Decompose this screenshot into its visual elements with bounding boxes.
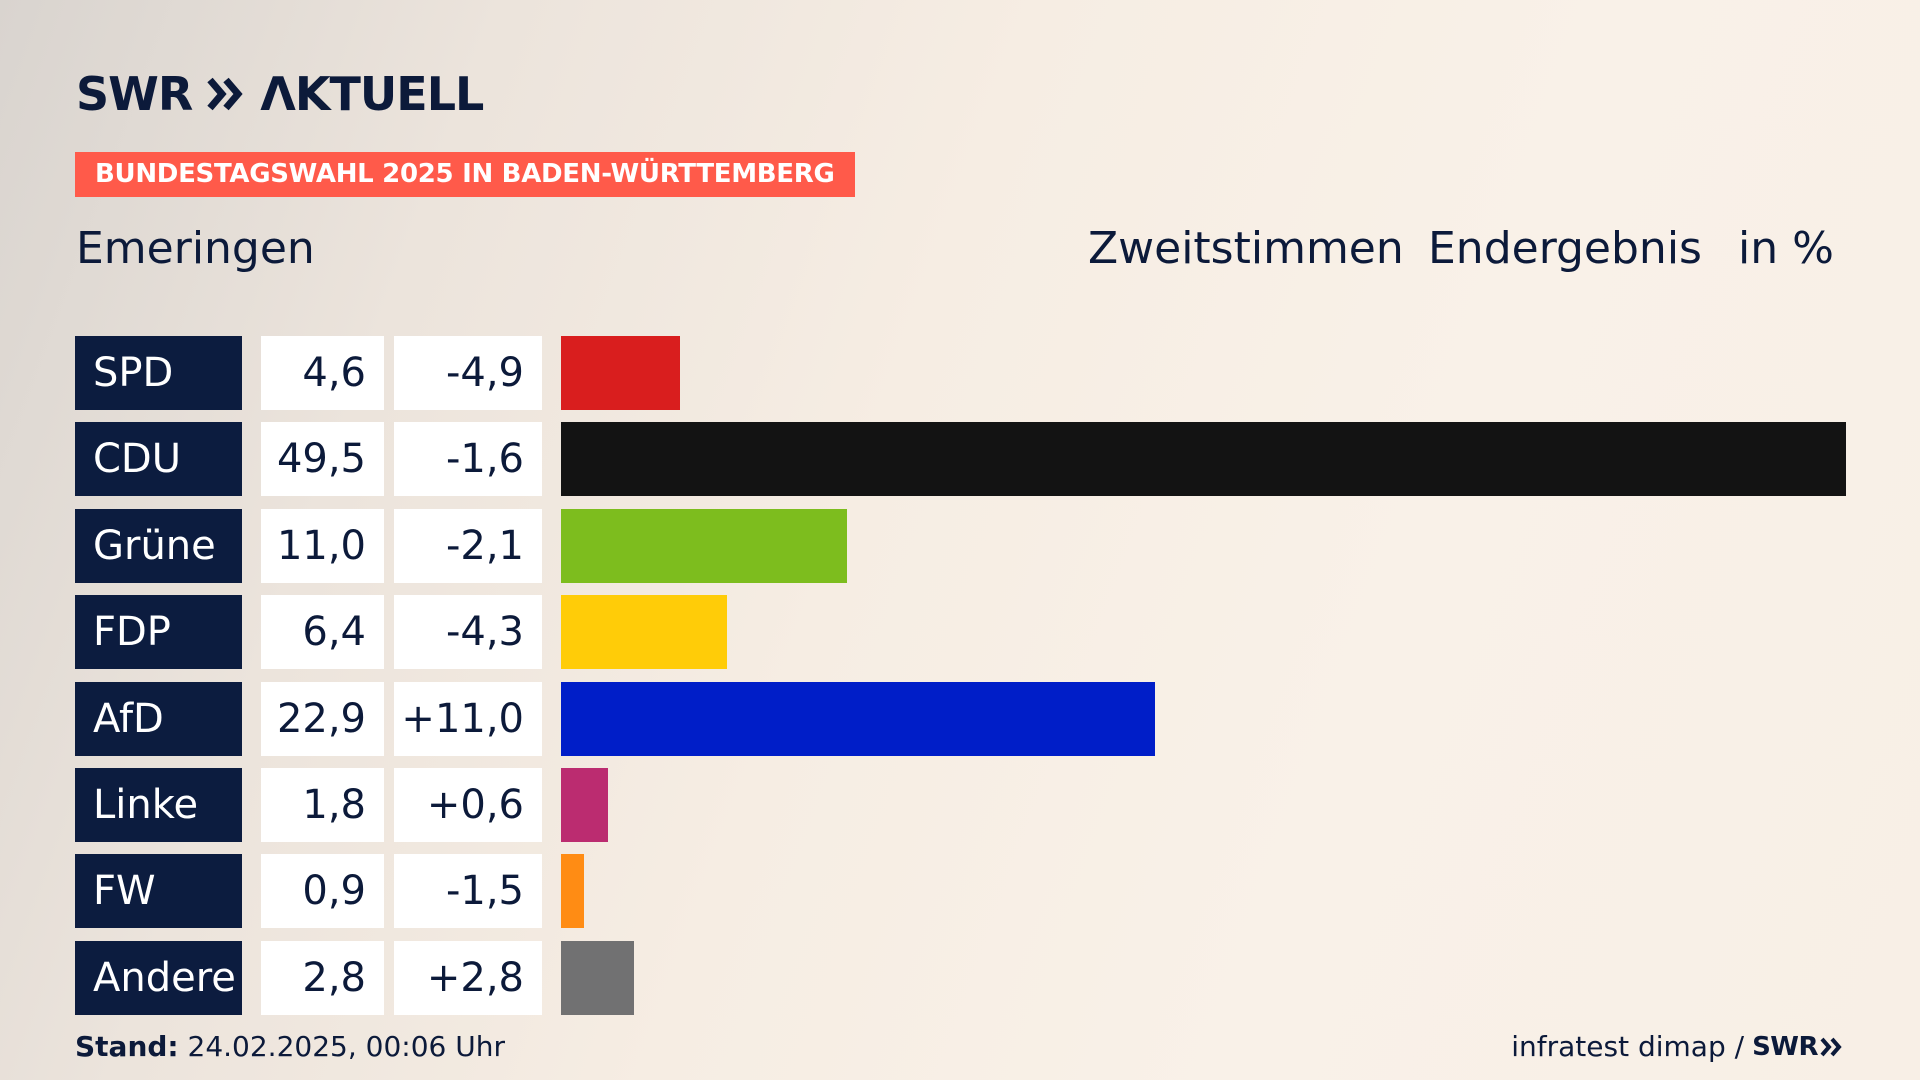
bar-fdp bbox=[561, 595, 728, 670]
bar-linke bbox=[561, 768, 608, 842]
unit-header: in % bbox=[1738, 223, 1834, 274]
election-banner: BUNDESTAGSWAHL 2025 IN BADEN-WÜRTTEMBERG bbox=[75, 152, 855, 197]
vote-share-value: 4,6 bbox=[261, 336, 384, 410]
place-title: Emeringen bbox=[76, 223, 315, 274]
vote-type-header: Zweitstimmen bbox=[1088, 223, 1404, 274]
bar-spd bbox=[561, 336, 681, 410]
vote-share-value: 22,9 bbox=[261, 681, 384, 756]
party-label: Linke bbox=[75, 768, 242, 842]
vote-share-change: -2,1 bbox=[394, 508, 542, 583]
bar-fw bbox=[561, 854, 585, 929]
party-label: FDP bbox=[75, 595, 242, 670]
vote-share-value: 6,4 bbox=[261, 595, 384, 670]
logo-swr-text: SWR bbox=[76, 67, 193, 121]
party-label: AfD bbox=[75, 681, 242, 756]
stand-value: 24.02.2025, 00:06 Uhr bbox=[178, 1030, 505, 1063]
logo-aktuell-text: ΛKTUELL bbox=[260, 67, 484, 121]
vote-share-value: 11,0 bbox=[261, 508, 384, 583]
party-label: SPD bbox=[75, 336, 242, 410]
party-label: FW bbox=[75, 854, 242, 929]
vote-share-value: 49,5 bbox=[261, 422, 384, 497]
result-status-header: Endergebnis bbox=[1428, 223, 1702, 274]
vote-share-change: +2,8 bbox=[394, 940, 542, 1015]
footer-swr-logo: SWR bbox=[1752, 1030, 1844, 1064]
vote-share-value: 2,8 bbox=[261, 940, 384, 1015]
bar-cdu bbox=[561, 422, 1846, 497]
footer-logo-text: SWR bbox=[1752, 1032, 1818, 1062]
bar-andere bbox=[561, 940, 634, 1015]
timestamp: Stand: 24.02.2025, 00:06 Uhr bbox=[75, 1030, 505, 1064]
bar-gr-ne bbox=[561, 508, 847, 583]
vote-share-change: +0,6 bbox=[394, 768, 542, 842]
double-chevron-icon bbox=[207, 77, 243, 111]
stand-label: Stand: bbox=[75, 1030, 179, 1063]
vote-share-change: -4,9 bbox=[394, 336, 542, 410]
vote-share-change: +11,0 bbox=[394, 681, 542, 756]
party-label: Grüne bbox=[75, 508, 242, 583]
bar-afd bbox=[561, 681, 1156, 756]
source-text: infratest dimap / bbox=[1511, 1030, 1745, 1063]
vote-share-change: -1,6 bbox=[394, 422, 542, 497]
vote-share-value: 1,8 bbox=[261, 768, 384, 842]
vote-share-change: -4,3 bbox=[394, 595, 542, 670]
party-label: Andere bbox=[75, 940, 242, 1015]
party-label: CDU bbox=[75, 422, 242, 497]
source-credit: infratest dimap / SWR bbox=[1511, 1030, 1844, 1064]
swr-aktuell-logo: SWR ΛKTUELL bbox=[76, 67, 484, 121]
vote-share-value: 0,9 bbox=[261, 854, 384, 929]
vote-share-change: -1,5 bbox=[394, 854, 542, 929]
footer-double-chevron-icon bbox=[1820, 1037, 1842, 1057]
